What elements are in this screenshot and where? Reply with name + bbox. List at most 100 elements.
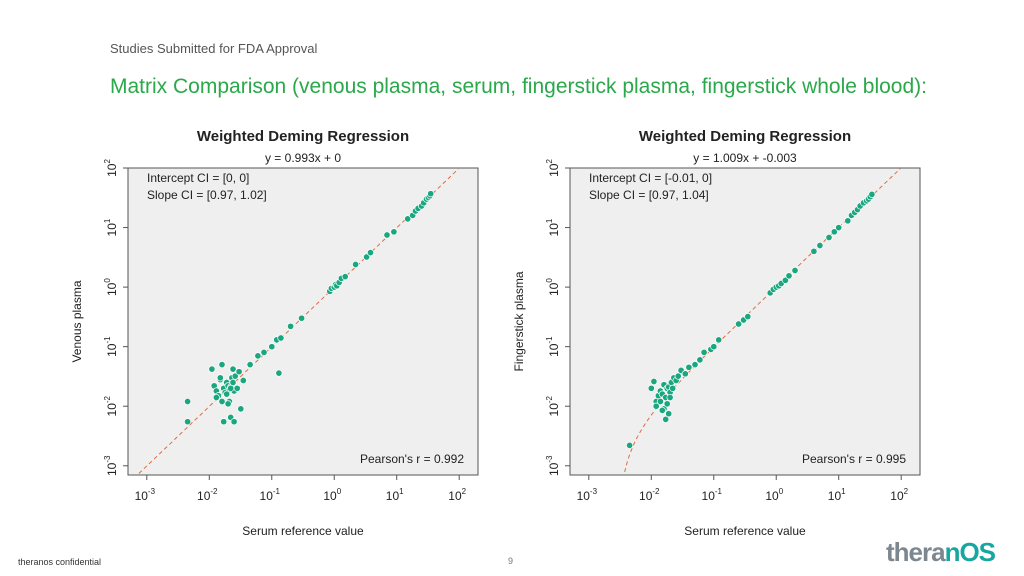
data-point	[810, 247, 818, 255]
y-tick-label: 10-3	[103, 455, 119, 476]
ci-annotation: Intercept CI = [0, 0]	[147, 171, 249, 185]
data-point	[227, 384, 235, 392]
x-tick-exponent: 2	[462, 487, 467, 496]
y-tick-base: 10	[547, 163, 561, 177]
data-point	[652, 402, 660, 410]
x-tick-base: 10	[702, 489, 716, 503]
page-number: 9	[508, 556, 514, 566]
data-point	[254, 352, 262, 360]
x-tick-base: 10	[577, 489, 591, 503]
data-point	[681, 370, 689, 378]
data-point	[208, 365, 216, 373]
slide-subtitle: Studies Submitted for FDA Approval	[110, 41, 318, 56]
pearson-annotation: Pearson's r = 0.992	[360, 452, 464, 466]
x-tick-label: 100	[765, 487, 783, 503]
data-point	[404, 215, 412, 223]
data-point	[669, 384, 677, 392]
y-tick-exponent: 0	[103, 278, 112, 283]
data-points	[184, 190, 435, 426]
y-tick-base: 10	[105, 462, 119, 476]
x-tick-exponent: 1	[841, 487, 846, 496]
data-point	[233, 384, 241, 392]
x-tick-base: 10	[828, 489, 842, 503]
data-point	[230, 418, 238, 426]
theranos-logo: theranOS	[886, 537, 996, 568]
data-point	[229, 378, 237, 387]
data-point	[744, 313, 752, 321]
x-tick-label: 102	[448, 487, 466, 503]
data-point	[223, 390, 231, 398]
x-tick-label: 102	[890, 487, 908, 503]
data-point	[218, 361, 226, 369]
slide-headline: Matrix Comparison (venous plasma, serum,…	[110, 75, 927, 98]
x-tick-base: 10	[260, 489, 274, 503]
x-axis-label: Serum reference value	[242, 524, 364, 538]
x-tick-exponent: 1	[399, 487, 404, 496]
y-tick-label: 102	[103, 159, 119, 177]
y-tick-label: 101	[545, 218, 561, 236]
y-tick-base: 10	[105, 163, 119, 177]
x-tick-exponent: -3	[590, 487, 598, 496]
data-point	[650, 377, 658, 386]
x-tick-label: 10-2	[639, 487, 660, 503]
data-point	[212, 393, 220, 402]
chart-title: Weighted Deming Regression	[197, 128, 409, 145]
x-tick-label: 10-1	[260, 487, 281, 503]
y-tick-base: 10	[547, 403, 561, 417]
x-tick-base: 10	[197, 489, 211, 503]
regression-equation: y = 1.009x + -0.003	[693, 151, 797, 165]
y-tick-base: 10	[547, 223, 561, 237]
x-tick-base: 10	[890, 489, 904, 503]
ci-annotation: Slope CI = [0.97, 1.04]	[589, 188, 709, 202]
x-tick-base: 10	[448, 489, 462, 503]
y-tick-label: 100	[103, 278, 119, 296]
data-point	[791, 266, 799, 275]
y-tick-base: 10	[547, 462, 561, 476]
data-point	[352, 260, 360, 269]
x-tick-base: 10	[135, 489, 149, 503]
data-point	[835, 224, 843, 232]
data-point	[287, 322, 295, 330]
data-point	[626, 441, 634, 449]
logo-main-text: thera	[886, 537, 946, 567]
y-tick-label: 10-2	[103, 395, 119, 416]
data-point	[663, 400, 671, 408]
data-point	[662, 415, 670, 423]
fingerstick-plasma-regression-chart: Weighted Deming Regression y = 1.009x + -…	[512, 128, 921, 538]
data-point	[666, 393, 674, 402]
y-tick-base: 10	[105, 282, 119, 296]
y-tick-label: 101	[103, 218, 119, 236]
pearson-annotation: Pearson's r = 0.995	[802, 452, 906, 466]
data-point	[656, 397, 664, 406]
data-point	[427, 190, 435, 198]
data-point	[239, 376, 247, 385]
data-point	[816, 241, 824, 250]
y-tick-label: 10-1	[103, 336, 119, 357]
plot-panel	[127, 167, 479, 476]
data-point	[224, 400, 232, 408]
data-point	[868, 190, 876, 198]
x-tick-label: 101	[386, 487, 404, 503]
x-tick-exponent: -2	[210, 487, 218, 496]
data-point	[844, 217, 852, 225]
data-point	[696, 356, 704, 364]
y-tick-exponent: 2	[103, 159, 112, 164]
x-tick-base: 10	[386, 489, 400, 503]
confidential-label: theranos confidential	[18, 557, 102, 567]
x-tick-exponent: 0	[337, 487, 342, 496]
data-point	[735, 320, 743, 328]
x-tick-base: 10	[323, 489, 337, 503]
data-point	[246, 361, 254, 369]
data-point	[218, 397, 226, 406]
data-point	[235, 368, 243, 376]
data-point	[647, 384, 655, 392]
y-tick-exponent: -2	[103, 395, 112, 403]
data-point	[237, 405, 245, 413]
x-tick-label: 101	[828, 487, 846, 503]
y-tick-exponent: -2	[545, 395, 554, 403]
data-point	[674, 372, 682, 380]
data-point	[229, 365, 237, 373]
x-tick-exponent: -1	[715, 487, 723, 496]
data-point	[184, 418, 192, 426]
venous-plasma-regression-chart: Weighted Deming Regression y = 0.993x + 0…	[70, 128, 479, 538]
